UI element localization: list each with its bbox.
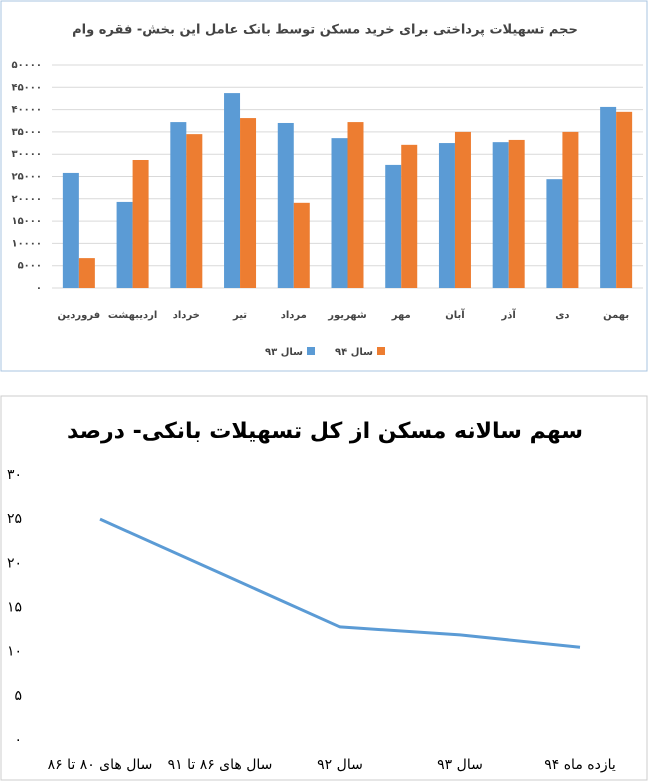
chart-title: سهم سالانه مسکن از کل تسهیلات بانکی- درص… xyxy=(67,419,583,444)
y-tick-label: ۱۵۰۰۰ xyxy=(11,216,42,227)
bar xyxy=(401,144,418,288)
legend-swatch xyxy=(377,347,385,355)
bar xyxy=(385,164,402,288)
x-tick-label: سال ۹۳ xyxy=(437,757,483,773)
y-tick-label: ۳۰۰۰۰ xyxy=(11,149,42,160)
y-tick-label: ۴۰۰۰۰ xyxy=(11,105,42,116)
y-tick-label: ۴۵۰۰۰ xyxy=(11,82,42,93)
y-tick-label: ۲۰ xyxy=(7,555,22,571)
bar xyxy=(454,131,471,288)
x-tick-label: فروردین xyxy=(58,310,101,321)
bar xyxy=(293,202,310,288)
x-tick-label: سال های ۸۰ تا ۸۶ xyxy=(48,757,153,773)
x-tick-label: دی xyxy=(555,310,569,321)
y-tick-label: ۱۵ xyxy=(7,600,22,616)
x-tick-label: تیر xyxy=(232,310,247,321)
y-tick-label: ۵۰۰۰۰ xyxy=(11,60,42,71)
y-tick-label: ۲۰۰۰۰ xyxy=(11,194,42,205)
bar xyxy=(562,131,579,288)
bar xyxy=(62,172,79,288)
legend-swatch xyxy=(307,347,315,355)
x-tick-label: اردیبهشت xyxy=(108,310,158,321)
bar xyxy=(132,159,149,288)
legend-label: سال ۹۴ xyxy=(335,347,373,358)
y-tick-label: ۵ xyxy=(14,688,22,704)
x-tick-label: سال ۹۲ xyxy=(317,757,363,773)
y-tick-label: ۰ xyxy=(14,732,22,748)
x-tick-label: یازده ماه ۹۴ xyxy=(544,757,616,773)
y-tick-label: ۱۰ xyxy=(7,644,22,660)
bar xyxy=(546,179,563,288)
bar xyxy=(78,258,95,288)
chart-frame xyxy=(0,395,648,781)
x-tick-label: آبان xyxy=(445,308,465,321)
y-tick-label: ۱۰۰۰۰ xyxy=(11,238,42,249)
x-tick-label: مهر xyxy=(391,310,411,321)
x-tick-label: مرداد xyxy=(281,310,307,321)
x-tick-label: شهریور xyxy=(327,310,367,321)
legend-label: سال ۹۳ xyxy=(265,347,303,358)
bar xyxy=(240,118,257,288)
bar xyxy=(277,122,294,288)
chart-frame xyxy=(0,0,648,372)
bar xyxy=(331,138,348,288)
bar xyxy=(438,143,455,288)
y-tick-label: ۳۰ xyxy=(7,467,22,483)
x-tick-label: سال های ۸۶ تا ۹۱ xyxy=(168,757,273,773)
bar xyxy=(492,142,509,288)
y-tick-label: ۲۵۰۰۰ xyxy=(11,172,42,183)
y-tick-label: ۵۰۰۰ xyxy=(18,261,42,272)
x-tick-label: خرداد xyxy=(173,310,200,321)
bar xyxy=(347,122,364,288)
y-tick-label: ۲۵ xyxy=(7,511,22,527)
x-tick-label: بهمن xyxy=(603,310,629,321)
bar xyxy=(170,122,187,288)
bar xyxy=(186,134,203,288)
y-tick-label: ۰ xyxy=(36,283,42,294)
bar xyxy=(508,139,525,288)
bar xyxy=(600,106,617,288)
bar xyxy=(116,201,133,288)
line xyxy=(99,517,581,649)
x-tick-label: آذر xyxy=(501,308,517,321)
chart-title: حجم تسهیلات پرداختی برای خرید مسکن توسط … xyxy=(72,23,578,38)
y-tick-label: ۳۵۰۰۰ xyxy=(11,127,42,138)
bar xyxy=(224,93,241,289)
bar xyxy=(616,111,633,288)
